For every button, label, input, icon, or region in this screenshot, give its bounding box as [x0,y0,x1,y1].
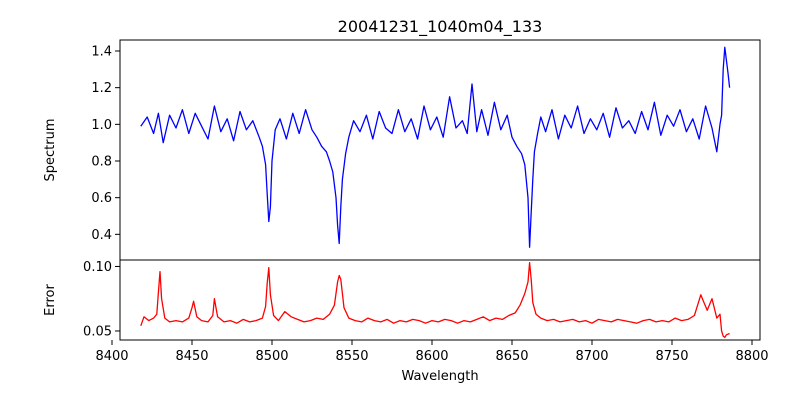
xtick-label: 8400 [95,349,128,364]
spectrum-ytick-label: 1.2 [91,81,112,96]
error-xticks: 8400 8450 8500 8550 8600 8650 8700 8750 8800 [95,340,769,364]
xtick-label: 8600 [415,349,448,364]
error-ytick-label: 0.05 [83,324,112,339]
spectrum-yticks: 0.4 0.6 0.8 1.0 1.2 1.4 [91,45,120,243]
error-ylabel: Error [43,284,58,316]
spectrum-ytick-label: 0.4 [91,228,112,243]
spectrum-series-group [140,46,731,248]
xtick-label: 8550 [335,349,368,364]
error-yticks: 0.05 0.10 [83,260,120,339]
spectrum-plot-area [120,40,760,260]
error-series-line [140,261,730,339]
xtick-label: 8500 [255,349,288,364]
x-axis-label: Wavelength [401,369,478,384]
xtick-label: 8650 [495,349,528,364]
spectrum-ylabel: Spectrum [43,119,58,182]
xtick-label: 8450 [175,349,208,364]
error-plot-area [120,260,760,340]
spectrum-ytick-label: 1.4 [91,45,112,60]
error-series-group [140,261,730,339]
xtick-label: 8700 [575,349,608,364]
spectrum-panel: 0.4 0.6 0.8 1.0 1.2 1.4 Spectrum [43,39,761,261]
xtick-label: 8750 [655,349,688,364]
spectrum-ytick-label: 0.8 [91,155,112,170]
chart-title: 20041231_1040m04_133 [338,17,543,37]
spectrum-series-line [140,46,731,248]
xtick-label: 8800 [735,349,768,364]
error-ytick-label: 0.10 [83,260,112,275]
spectrum-ytick-label: 0.6 [91,191,112,206]
error-axes-frame [119,259,761,341]
error-panel: 0.05 0.10 8400 8450 8500 8550 8600 8650 8700 875… [43,259,769,384]
spectrum-ytick-label: 1.0 [91,118,112,133]
